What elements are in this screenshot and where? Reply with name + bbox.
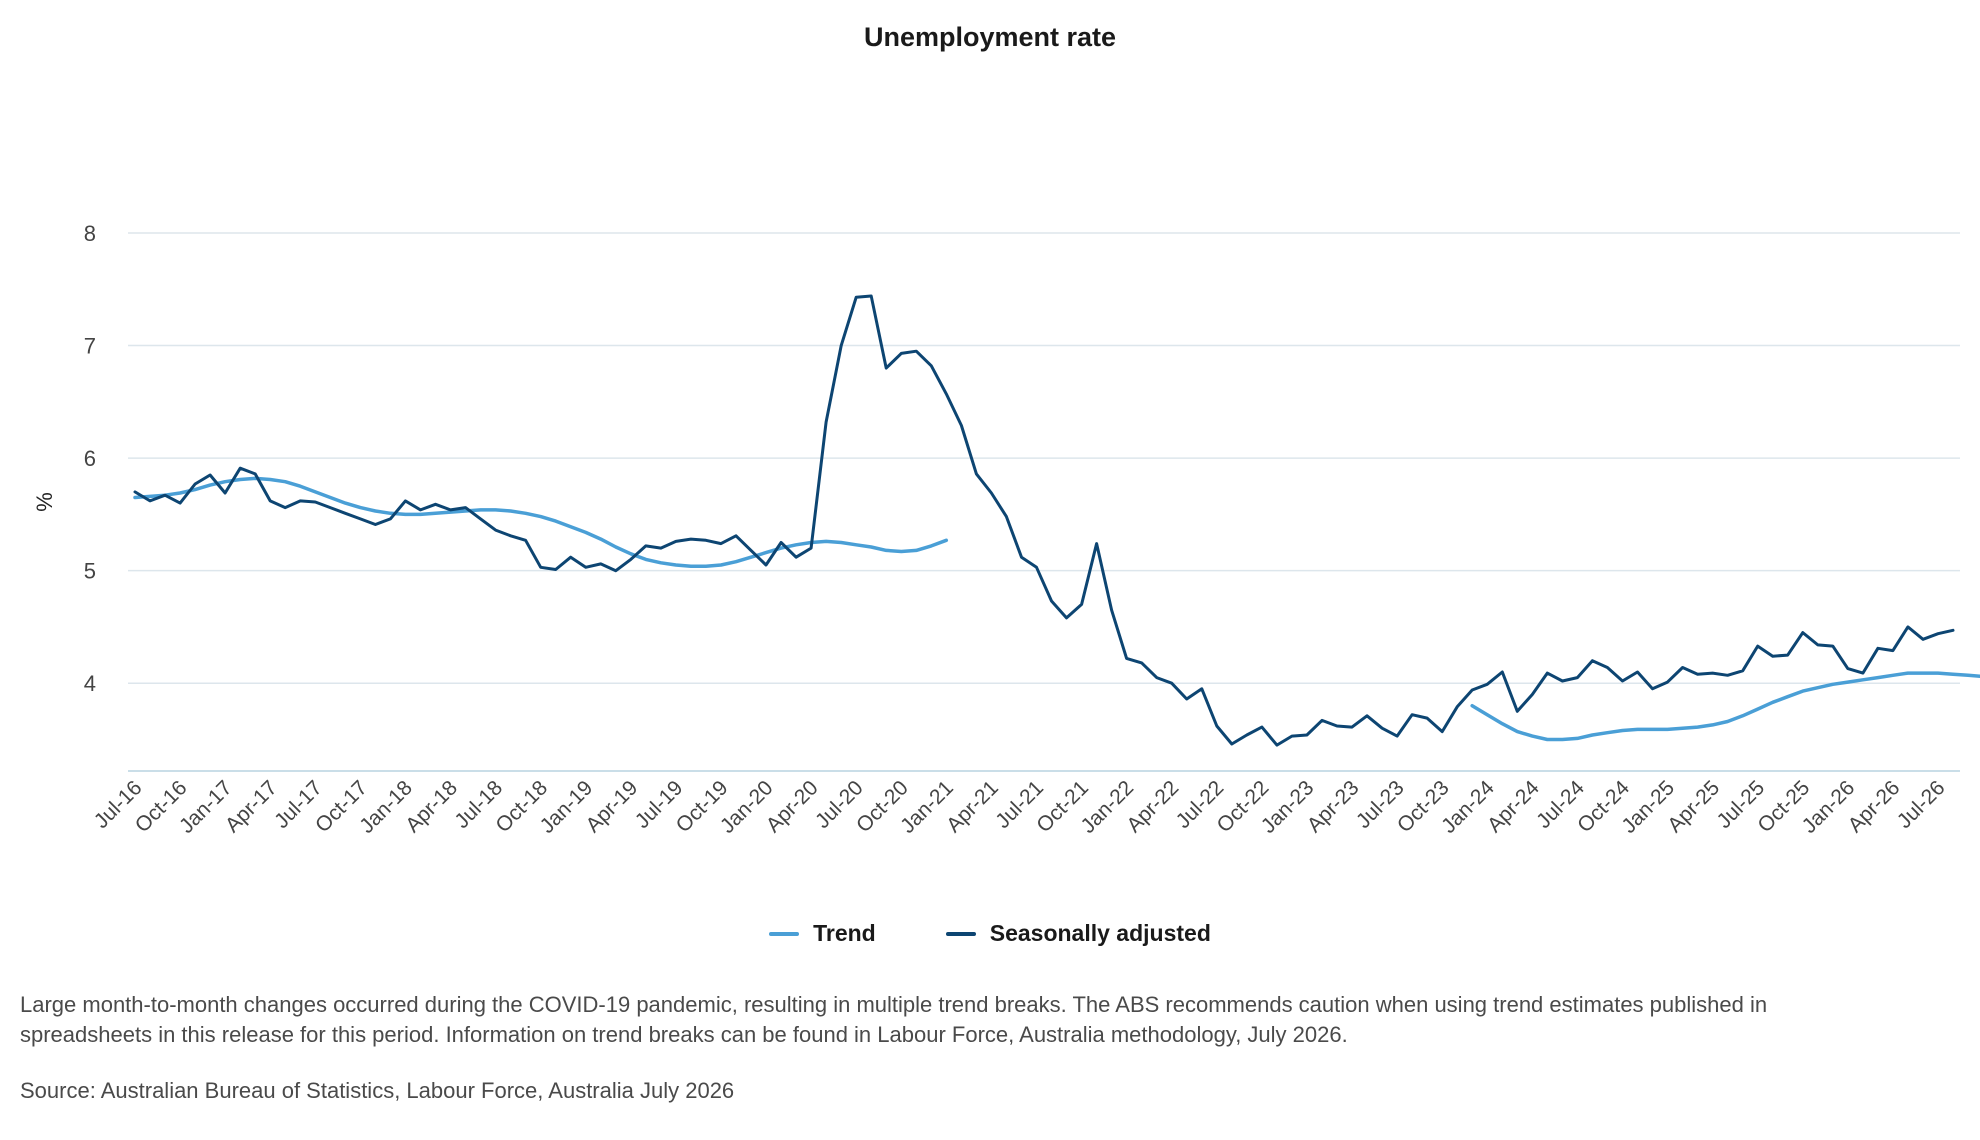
legend-item-seasonally-adjusted[interactable]: Seasonally adjusted (945, 920, 1211, 947)
x-tick-label: Apr-21 (942, 776, 1003, 837)
series-line-seasonally-adjusted (133, 294, 1955, 747)
y-tick-label: 4 (84, 671, 96, 696)
y-axis-label: % (32, 492, 57, 512)
x-tick-label: Apr-24 (1483, 776, 1544, 837)
x-tick-label: Apr-17 (221, 776, 282, 837)
legend-item-trend[interactable]: Trend (769, 920, 876, 947)
y-tick-label: 8 (84, 221, 96, 246)
source-line: Source: Australian Bureau of Statistics,… (20, 1078, 735, 1103)
y-tick-label: 5 (84, 559, 96, 584)
x-tick-label: Apr-26 (1844, 776, 1905, 837)
gridlines (128, 232, 1960, 684)
y-tick-label: 7 (84, 334, 96, 359)
x-tick-label: Apr-23 (1303, 776, 1364, 837)
x-tick-labels: Jul-16Oct-16Jan-17Apr-17Jul-17Oct-17Jan-… (90, 776, 1950, 838)
legend-swatch-seasonally-adjusted (945, 931, 976, 936)
y-tick-label: 6 (84, 446, 96, 471)
x-tick-label: Apr-22 (1122, 776, 1183, 837)
chart-title: Unemployment rate (863, 22, 1117, 52)
legend-label-trend: Trend (813, 920, 876, 946)
x-tick-label: Apr-18 (401, 776, 462, 837)
series-lines (133, 294, 1980, 747)
x-tick-label: Apr-19 (582, 776, 643, 837)
x-tick-label: Apr-25 (1663, 776, 1724, 837)
x-tick-label: Jul-26 (1893, 776, 1950, 833)
line-chart: 4 5 6 7 8 % Jul-16Oct-16Jan-17Apr-17Jul-17Oc… (32, 221, 1980, 838)
footnote: Large month-to-month changes occurred du… (20, 992, 1768, 1047)
legend: Trend Seasonally adjusted (0, 920, 1980, 947)
x-tick-label: Apr-20 (762, 776, 823, 837)
legend-swatch-trend (769, 931, 800, 936)
y-tick-labels: 4 5 6 7 8 (84, 221, 96, 696)
legend-label-seasonally-adjusted: Seasonally adjusted (989, 920, 1211, 946)
